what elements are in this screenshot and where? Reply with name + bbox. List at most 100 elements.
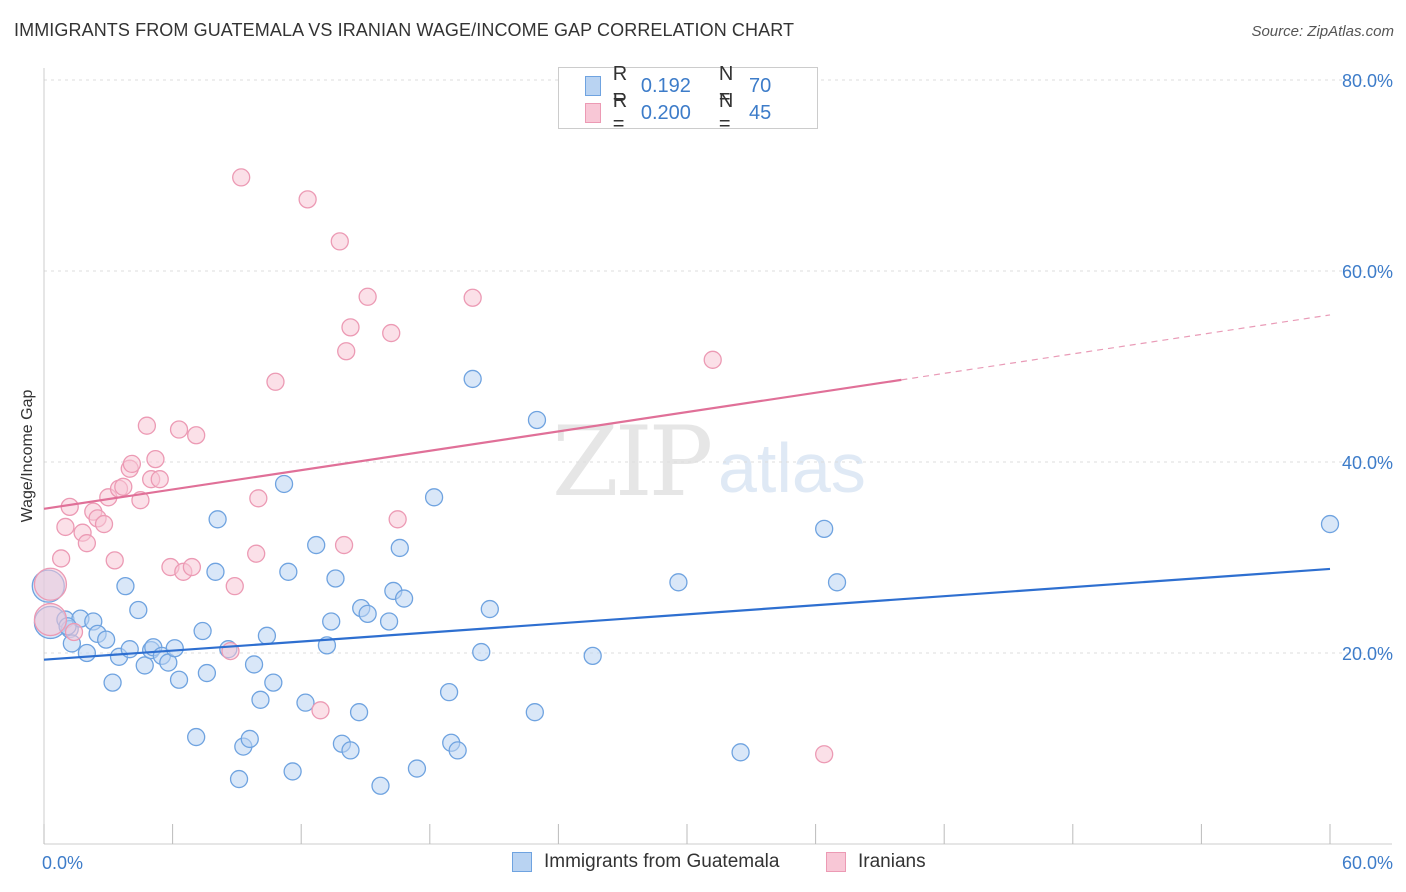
iranian-point	[298, 190, 317, 209]
legend-n-value: 45	[749, 101, 772, 124]
iranian-point	[382, 323, 401, 343]
guatemala-point	[326, 569, 345, 588]
guatemala-point	[187, 727, 206, 747]
guatemala-point	[525, 703, 544, 722]
guatemala-point	[394, 589, 414, 608]
iranian-point	[358, 287, 377, 306]
chart-source: Source: ZipAtlas.com	[1251, 23, 1394, 40]
iranian-point	[815, 745, 834, 764]
iranian-point	[187, 426, 206, 445]
series-label-guatemala: Immigrants from Guatemala	[544, 851, 780, 872]
iranian-point	[341, 318, 360, 337]
iranian-point	[56, 517, 75, 537]
legend-row-iranians: R = 0.200 N = 45	[585, 90, 817, 135]
iranian-point	[64, 622, 84, 642]
legend-n-label: N =	[718, 90, 734, 135]
guatemala-trend-line	[43, 567, 1331, 661]
guatemala-point	[129, 600, 148, 620]
guatemala-point	[103, 673, 122, 692]
iranian-trend-line	[43, 378, 902, 510]
guatemala-point	[116, 577, 135, 596]
y-tick-label: 80.0%	[1342, 71, 1393, 91]
iranian-point	[105, 551, 124, 570]
iranian-point	[150, 470, 169, 489]
legend-r-label: R =	[612, 90, 628, 135]
guatemala-point	[279, 562, 298, 581]
iranian-point	[334, 535, 354, 555]
guatemala-point	[407, 759, 427, 778]
guatemala-point	[97, 630, 116, 649]
guatemala-point	[322, 612, 341, 631]
iranian-point	[169, 420, 189, 439]
guatemala-point	[390, 538, 409, 558]
iranian-point	[146, 449, 165, 469]
guatemala-point	[307, 535, 326, 555]
iranian-point	[249, 489, 268, 508]
iranian-point	[33, 602, 68, 637]
iranian-trend-extension	[901, 314, 1331, 381]
guatemala-point	[165, 639, 184, 658]
iranian-point	[51, 549, 71, 568]
guatemala-point	[341, 741, 360, 760]
guatemala-point	[349, 703, 369, 722]
x-tick-label: 60.0%	[1342, 853, 1393, 873]
iranian-point	[311, 701, 330, 720]
iranian-point	[137, 416, 157, 435]
legend-r-value: 0.192	[640, 74, 691, 97]
guatemala-point	[251, 690, 270, 709]
legend-swatch-iranians	[585, 103, 601, 123]
series-swatch-guatemala	[512, 852, 532, 872]
guatemala-point	[669, 573, 688, 592]
iranian-point	[247, 544, 266, 563]
guatemala-point	[815, 519, 834, 538]
guatemala-point	[439, 683, 459, 702]
guatemala-point	[283, 762, 302, 781]
legend-row-guatemala: R = 0.192 N = 70	[585, 63, 817, 108]
guatemala-point	[583, 646, 602, 666]
guatemala-point	[527, 410, 547, 430]
iranian-point	[94, 514, 114, 534]
axes	[43, 68, 1392, 845]
series-legend-guatemala: Immigrants from Guatemala	[512, 851, 779, 873]
tick-labels: 20.0% 40.0% 60.0% 80.0% 0.0% 60.0%	[42, 71, 1393, 873]
iranian-point	[330, 232, 349, 251]
iranian-point	[33, 567, 68, 601]
guatemala-point	[296, 693, 315, 712]
guatemala-point	[480, 599, 499, 619]
guatemala-point	[731, 743, 750, 762]
series-swatch-iranians	[826, 852, 846, 872]
guatemala-point	[424, 488, 444, 507]
iranian-point	[337, 342, 356, 361]
guatemala-point	[274, 474, 294, 494]
guatemala-point	[244, 655, 264, 674]
legend-r-value: 0.200	[640, 101, 691, 124]
guatemala-point	[197, 663, 217, 683]
guatemala-point	[257, 626, 277, 645]
iranian-point	[463, 288, 482, 307]
chart-title: IMMIGRANTS FROM GUATEMALA VS IRANIAN WAG…	[14, 20, 795, 40]
iranian-point	[703, 350, 722, 369]
series-label-iranians: Iranians	[858, 851, 926, 872]
watermark-atlas: atlas	[718, 429, 866, 507]
iranian-point	[266, 372, 285, 391]
guatemala-point	[229, 769, 249, 789]
y-axis-label: Wage/Income Gap	[19, 389, 36, 523]
y-tick-label: 40.0%	[1342, 453, 1393, 473]
guatemala-point	[358, 604, 377, 623]
correlation-legend: R = 0.192 N = 70 R = 0.200 N = 45	[558, 63, 818, 135]
guatemala-point	[169, 670, 189, 689]
guatemala-point	[472, 642, 491, 662]
guatemala-point	[208, 510, 227, 529]
iranian-point	[114, 477, 133, 496]
trend-lines	[43, 314, 1331, 661]
guatemala-point	[379, 612, 399, 631]
series-legend-iranians: Iranians	[826, 851, 926, 873]
guatemala-points	[31, 369, 1340, 795]
iranian-point	[122, 454, 142, 474]
legend-n-label: N =	[718, 63, 734, 108]
x-tick-label: 0.0%	[42, 853, 83, 873]
iranian-point	[232, 168, 251, 187]
iranian-points	[33, 168, 834, 764]
guatemala-point	[1320, 514, 1340, 534]
guatemala-point	[77, 643, 97, 663]
